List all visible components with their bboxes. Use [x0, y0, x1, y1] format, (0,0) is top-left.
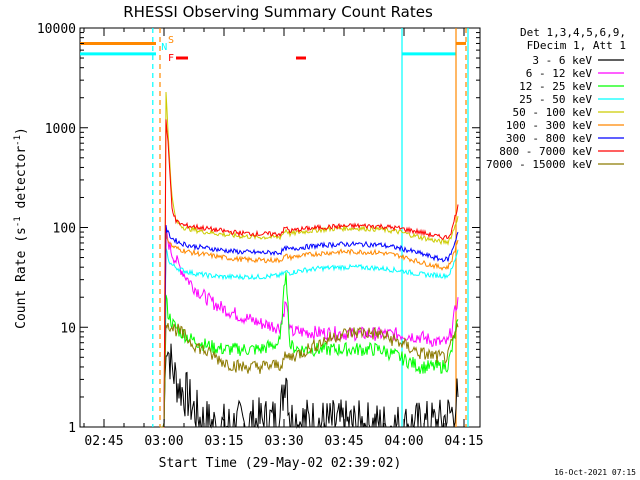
legend-header-line: Det 1,3,4,5,6,9, — [520, 26, 626, 39]
series-line-300-800kev — [160, 225, 459, 428]
series-line-7000-15000kev — [160, 322, 459, 428]
series-line-6-12kev — [160, 232, 459, 428]
y-tick-label: 1000 — [45, 122, 76, 137]
x-tick-label: 03:15 — [204, 434, 243, 449]
series-line-12-25kev — [160, 272, 459, 428]
x-tick-label: 03:45 — [324, 434, 363, 449]
legend-entry-label: 300 - 800 keV — [506, 132, 592, 145]
y-tick-label: 10000 — [37, 22, 76, 37]
legend-entry-label: 50 - 100 keV — [513, 106, 593, 119]
series-line-800-7000kev — [160, 119, 459, 428]
legend-entry-label: 7000 - 15000 keV — [486, 158, 592, 171]
series-line-25-50kev — [160, 248, 459, 428]
y-tick-label: 10 — [60, 321, 76, 336]
flag-label-n: N — [161, 42, 167, 53]
y-tick-label: 1 — [68, 421, 76, 436]
x-tick-label: 03:30 — [264, 434, 303, 449]
legend-entry-label: 800 - 7000 keV — [499, 145, 592, 158]
x-tick-label: 03:00 — [144, 434, 183, 449]
legend-entry-label: 3 - 6 keV — [532, 54, 592, 67]
legend-entry-label: 6 - 12 keV — [526, 67, 593, 80]
series-line-3-6kev — [160, 343, 459, 429]
x-tick-label: 02:45 — [84, 434, 123, 449]
flag-label-s: S — [168, 35, 174, 46]
series-line-100-300kev — [160, 229, 459, 428]
legend-entry-label: 25 - 50 keV — [519, 93, 592, 106]
y-axis-label: Count Rate (s-1 detector-1) — [13, 127, 29, 329]
legend-entry-label: 12 - 25 keV — [519, 80, 592, 93]
flag-label-f: F — [168, 53, 174, 64]
series-line-50-100kev — [160, 91, 459, 428]
y-tick-label: 100 — [53, 222, 76, 237]
legend: Det 1,3,4,5,6,9,FDecim 1, Att 1 3 - 6 keV… — [486, 26, 626, 171]
plot-frame — [79, 27, 481, 428]
x-axis-label: Start Time (29-May-02 02:39:02) — [159, 456, 402, 471]
axes: 02:45 03:00 03:15 03:30 03:45 04:00 04:15 1 10 10… — [37, 22, 484, 449]
legend-header-line: FDecim 1, Att 1 — [527, 39, 626, 52]
x-tick-label: 04:15 — [444, 434, 483, 449]
legend-entry-label: 100 - 300 keV — [506, 119, 592, 132]
x-tick-label: 04:00 — [384, 434, 423, 449]
plot-area: SNF — [80, 28, 469, 429]
generation-timestamp: 16-Oct-2021 07:15 — [554, 468, 636, 477]
chart-title: RHESSI Observing Summary Count Rates — [123, 3, 433, 21]
